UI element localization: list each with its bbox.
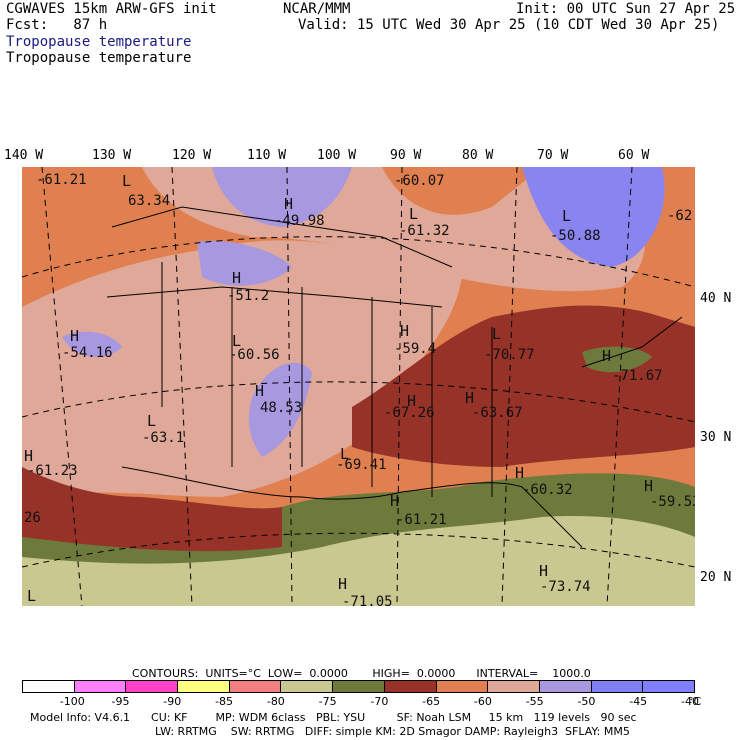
colorbar-swatch bbox=[436, 681, 489, 692]
high-marker: H bbox=[644, 477, 654, 495]
model-info-line-1: Model Info: V4.6.1 CU: KF MP: WDM 6class… bbox=[30, 711, 637, 724]
colorbar-swatch bbox=[333, 681, 385, 692]
colorbar-swatch bbox=[74, 681, 127, 692]
colorbar-swatch bbox=[384, 681, 437, 692]
lat-label: 20 N bbox=[700, 570, 732, 585]
value-label: -59.53 bbox=[650, 494, 695, 510]
colorbar-swatch bbox=[126, 681, 179, 692]
colorbar-tick-label: -90 bbox=[163, 695, 182, 708]
lon-label: 100 W bbox=[317, 148, 357, 163]
valid-time: Valid: 15 UTC Wed 30 Apr 25 (10 CDT Wed … bbox=[298, 17, 720, 33]
value-label: -69.41 bbox=[336, 457, 387, 473]
value-label: -70.77 bbox=[484, 347, 535, 363]
colorbar-tick-label: -55 bbox=[525, 695, 544, 708]
high-marker: H bbox=[407, 392, 417, 410]
value-label: -61.23 bbox=[27, 463, 78, 479]
lon-label: 60 W bbox=[618, 148, 650, 163]
value-label: -63.1 bbox=[142, 430, 185, 446]
low-marker: L bbox=[340, 445, 350, 463]
value-label: -61.32 bbox=[399, 223, 450, 239]
value-label: -54.16 bbox=[62, 345, 113, 361]
value-label: -61.21 bbox=[396, 512, 447, 528]
colorbar-swatch bbox=[23, 681, 75, 692]
colorbar-tick-label: -60 bbox=[473, 695, 492, 708]
high-marker: H bbox=[400, 322, 410, 340]
lat-label: 30 N bbox=[700, 430, 732, 445]
value-label: -49.98 bbox=[274, 213, 325, 229]
low-marker: L bbox=[122, 172, 132, 190]
center-label: NCAR/MMM bbox=[283, 1, 351, 17]
high-marker: H bbox=[602, 347, 612, 365]
lon-label: 140 W bbox=[4, 148, 44, 163]
high-marker: H bbox=[465, 389, 475, 407]
colorbar-tick-label: -50 bbox=[577, 695, 596, 708]
colorbar-swatch bbox=[178, 681, 230, 692]
value-label: -61.21 bbox=[36, 172, 87, 188]
value-label: -60.07 bbox=[394, 173, 445, 189]
colorbar-tick-label: -65 bbox=[422, 695, 441, 708]
value-label: -62. bbox=[667, 208, 695, 224]
value-label: -73.74 bbox=[540, 579, 591, 595]
forecast-hour: Fcst: 87 h bbox=[6, 17, 108, 33]
map-graphic bbox=[22, 167, 695, 606]
value-label: -60.32 bbox=[522, 482, 573, 498]
model-title: CGWAVES 15km ARW-GFS init bbox=[6, 1, 217, 17]
map-panel: L H L L H H L H L H H H H L H L H H H H … bbox=[22, 167, 695, 606]
contours-info: CONTOURS: UNITS=°C LOW= 0.0000 HIGH= 0.0… bbox=[132, 667, 591, 680]
lat-label: 40 N bbox=[700, 291, 732, 306]
high-marker: H bbox=[255, 382, 265, 400]
high-marker: H bbox=[70, 327, 80, 345]
lon-label: 110 W bbox=[247, 148, 287, 163]
value-label: -71.05 bbox=[342, 594, 393, 606]
high-marker: H bbox=[390, 492, 400, 510]
colorbar-tick-label: -45 bbox=[629, 695, 648, 708]
colorbar-tick-label: -100 bbox=[59, 695, 85, 708]
lon-label: 70 W bbox=[537, 148, 569, 163]
colorbar-tick-label: -80 bbox=[266, 695, 285, 708]
high-marker: H bbox=[539, 562, 549, 580]
colorbar bbox=[22, 680, 695, 693]
field-title-1: Tropopause temperature bbox=[6, 34, 192, 50]
colorbar-swatch bbox=[281, 681, 334, 692]
colorbar-tick-label: -70 bbox=[370, 695, 389, 708]
model-info-line-2: LW: RRTMG SW: RRTMG DIFF: simple KM: 2D … bbox=[155, 725, 630, 738]
high-marker: H bbox=[338, 575, 348, 593]
value-label: 48.53 bbox=[260, 400, 303, 416]
colorbar-tick-label: -40 bbox=[681, 695, 699, 708]
value-label: -51.2 bbox=[227, 288, 270, 304]
value-label: -50.88 bbox=[550, 228, 601, 244]
low-marker: L bbox=[232, 332, 242, 350]
colorbar-swatch bbox=[539, 681, 592, 692]
high-marker: H bbox=[24, 447, 34, 465]
colorbar-swatch bbox=[643, 681, 694, 692]
low-marker: L bbox=[492, 325, 502, 343]
value-label: 63.34 bbox=[128, 193, 171, 209]
high-marker: H bbox=[284, 195, 294, 213]
colorbar-swatch bbox=[488, 681, 540, 692]
colorbar-swatch bbox=[229, 681, 282, 692]
colorbar-tick-label: -85 bbox=[215, 695, 234, 708]
high-marker: H bbox=[232, 269, 242, 287]
low-marker: L bbox=[27, 587, 37, 605]
value-label: -59.4 bbox=[394, 341, 437, 357]
low-marker: L bbox=[409, 205, 419, 223]
init-time: Init: 00 UTC Sun 27 Apr 25 bbox=[516, 1, 736, 17]
value-label: -67.26 bbox=[384, 405, 435, 421]
lon-label: 130 W bbox=[92, 148, 132, 163]
lon-label: 80 W bbox=[462, 148, 494, 163]
value-label: -71.67 bbox=[612, 368, 663, 384]
lon-label: 90 W bbox=[390, 148, 422, 163]
lon-label: 120 W bbox=[172, 148, 212, 163]
colorbar-swatch bbox=[591, 681, 644, 692]
field-title-2: Tropopause temperature bbox=[6, 50, 192, 66]
colorbar-tick-label: -75 bbox=[318, 695, 337, 708]
value-label: -60.56 bbox=[229, 347, 280, 363]
colorbar-tick-label: -95 bbox=[111, 695, 130, 708]
colorbar-unit: °C bbox=[688, 695, 702, 708]
value-label: -63.67 bbox=[472, 405, 523, 421]
low-marker: L bbox=[147, 412, 157, 430]
low-marker: L bbox=[562, 207, 572, 225]
high-marker: H bbox=[515, 464, 525, 482]
value-label: 26 bbox=[24, 510, 41, 526]
